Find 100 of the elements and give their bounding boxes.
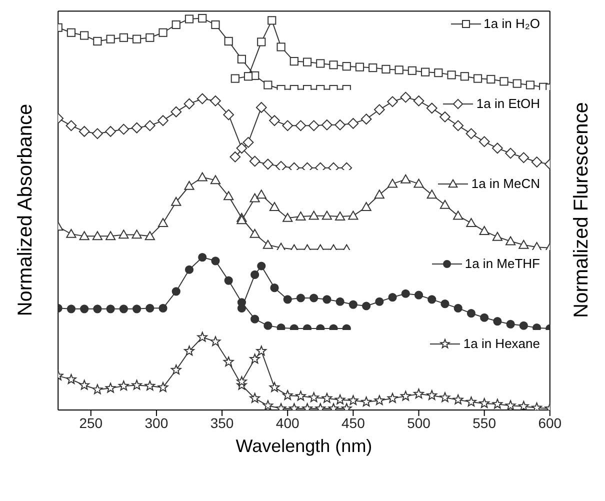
point	[348, 300, 358, 309]
point	[146, 33, 154, 42]
point	[394, 66, 404, 74]
point	[500, 77, 508, 86]
point	[368, 63, 378, 72]
point	[198, 14, 207, 23]
point	[400, 174, 411, 184]
point	[478, 136, 490, 148]
point	[66, 228, 76, 238]
point	[264, 80, 272, 90]
point	[268, 16, 276, 25]
point	[440, 200, 450, 209]
point	[519, 321, 528, 330]
point	[480, 313, 489, 322]
point	[256, 102, 267, 113]
point	[401, 289, 410, 298]
point	[196, 93, 208, 104]
x-tick-label: 300	[144, 414, 168, 431]
y2-axis-title: Normalized Flurescence	[570, 102, 594, 318]
point	[531, 156, 542, 168]
point	[80, 31, 89, 40]
point	[184, 98, 195, 110]
point	[66, 28, 76, 37]
legend-label: 1a in EtOH	[476, 96, 540, 111]
point	[460, 72, 469, 81]
point	[506, 320, 515, 328]
point	[158, 382, 168, 392]
point	[283, 295, 292, 304]
point	[262, 240, 273, 249]
point	[282, 212, 293, 222]
x-tick-label: 400	[276, 414, 300, 431]
point	[92, 384, 103, 394]
point	[466, 396, 476, 406]
point	[532, 242, 542, 250]
point	[413, 95, 424, 106]
point	[296, 390, 306, 401]
point	[492, 398, 503, 409]
point	[262, 400, 274, 410]
point	[269, 115, 280, 126]
point	[479, 398, 490, 408]
point	[146, 304, 154, 312]
point	[93, 36, 102, 46]
point	[505, 236, 516, 246]
point	[158, 28, 168, 37]
point	[118, 380, 129, 390]
point	[308, 392, 320, 402]
point	[334, 394, 346, 404]
point	[224, 36, 233, 46]
point	[518, 152, 530, 164]
point	[382, 64, 390, 74]
point	[322, 392, 332, 403]
point	[479, 226, 490, 236]
point	[66, 304, 76, 314]
point	[348, 210, 358, 220]
point	[316, 59, 325, 68]
point	[170, 106, 182, 118]
point	[374, 104, 385, 116]
point	[106, 34, 115, 44]
point	[428, 295, 436, 304]
point	[454, 304, 462, 312]
point	[66, 374, 76, 384]
x-tick-label: 500	[407, 414, 431, 431]
point	[106, 304, 115, 314]
point	[361, 202, 372, 212]
point	[348, 118, 359, 129]
point	[452, 120, 464, 132]
point	[512, 79, 522, 88]
point	[119, 304, 128, 314]
point	[414, 290, 424, 300]
point	[264, 321, 272, 330]
point	[329, 60, 338, 70]
point	[532, 402, 542, 410]
x-tick-label: 600	[538, 414, 562, 431]
point	[466, 218, 476, 228]
point	[492, 142, 503, 154]
point	[336, 297, 344, 306]
point	[256, 190, 266, 199]
point	[440, 300, 450, 308]
point	[244, 72, 253, 81]
point	[78, 126, 90, 137]
point	[270, 284, 279, 292]
point	[518, 240, 529, 249]
point	[230, 74, 240, 83]
point	[172, 20, 180, 30]
point	[197, 172, 208, 182]
point	[276, 160, 286, 170]
point	[223, 109, 234, 120]
point	[250, 392, 260, 403]
legend-label: 1a in MeCN	[471, 176, 540, 191]
point	[375, 297, 384, 306]
point	[198, 252, 207, 262]
point	[518, 400, 529, 410]
point	[158, 304, 168, 312]
point	[269, 382, 280, 392]
point	[80, 304, 89, 314]
point	[210, 175, 221, 184]
legend-label: 1a in MeTHF	[464, 256, 540, 271]
point	[184, 180, 194, 190]
point	[387, 392, 398, 403]
point	[447, 70, 456, 80]
